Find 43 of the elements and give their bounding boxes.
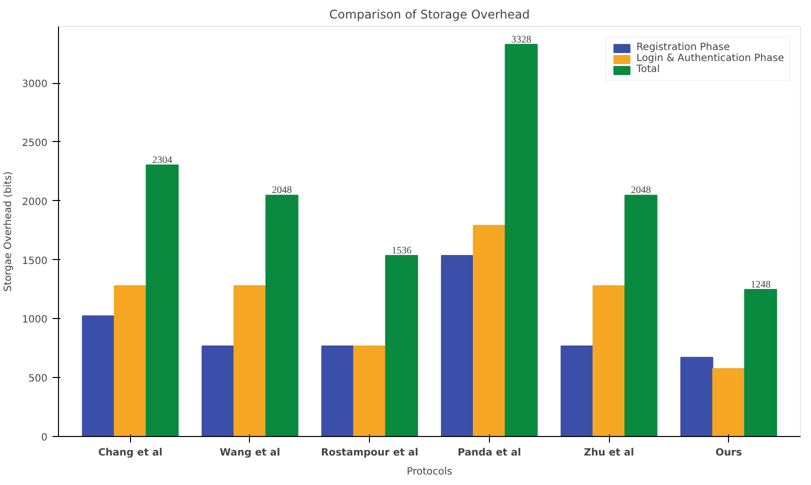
bar — [712, 368, 746, 436]
x-tick-label: Panda et al — [458, 448, 522, 458]
x-axis-title: Protocols — [406, 466, 452, 478]
bar — [202, 346, 235, 436]
bar — [440, 255, 474, 436]
bar — [265, 194, 298, 436]
data-label: 2048 — [272, 185, 292, 196]
bar — [744, 288, 778, 436]
data-label: 2304 — [152, 155, 172, 166]
x-tick-label: Wang et al — [220, 448, 280, 458]
bar — [680, 356, 714, 436]
legend-label: Login & Authentication Phase — [636, 53, 784, 64]
y-tick-label: 500 — [28, 374, 48, 385]
y-tick-label: 2500 — [22, 138, 48, 149]
y-tick-label: 1500 — [22, 256, 48, 267]
bar — [560, 346, 594, 436]
bar — [353, 346, 386, 436]
x-tick-label: Rostampour et al — [321, 448, 418, 458]
bar — [592, 285, 626, 436]
y-axis-title: Storgae Overhead (bits) — [3, 171, 14, 292]
y-tick-label: 0 — [41, 432, 48, 444]
bar — [114, 285, 147, 436]
bar — [472, 224, 506, 436]
bar — [624, 194, 658, 436]
y-tick-label: 1000 — [22, 314, 48, 326]
x-tick-label: Zhu et al — [584, 448, 634, 458]
x-tick-label: Ours — [715, 448, 742, 458]
bar — [385, 255, 418, 436]
x-tick-label: Chang et al — [98, 448, 162, 458]
bar — [82, 315, 115, 436]
bar — [321, 346, 354, 436]
y-tick-label: 3000 — [22, 79, 48, 90]
data-label: 2048 — [630, 185, 651, 196]
bar — [504, 44, 538, 436]
y-tick-label: 2000 — [22, 196, 48, 208]
legend-label: Total — [636, 64, 660, 75]
data-label: 1248 — [750, 279, 771, 290]
data-label: 3328 — [511, 34, 532, 46]
bar — [234, 285, 266, 436]
bar — [146, 164, 179, 436]
data-label: 1536 — [392, 246, 412, 257]
legend-label: Registration Phase — [636, 42, 730, 53]
chart-title: Comparison of Storage Overhead — [329, 8, 530, 22]
